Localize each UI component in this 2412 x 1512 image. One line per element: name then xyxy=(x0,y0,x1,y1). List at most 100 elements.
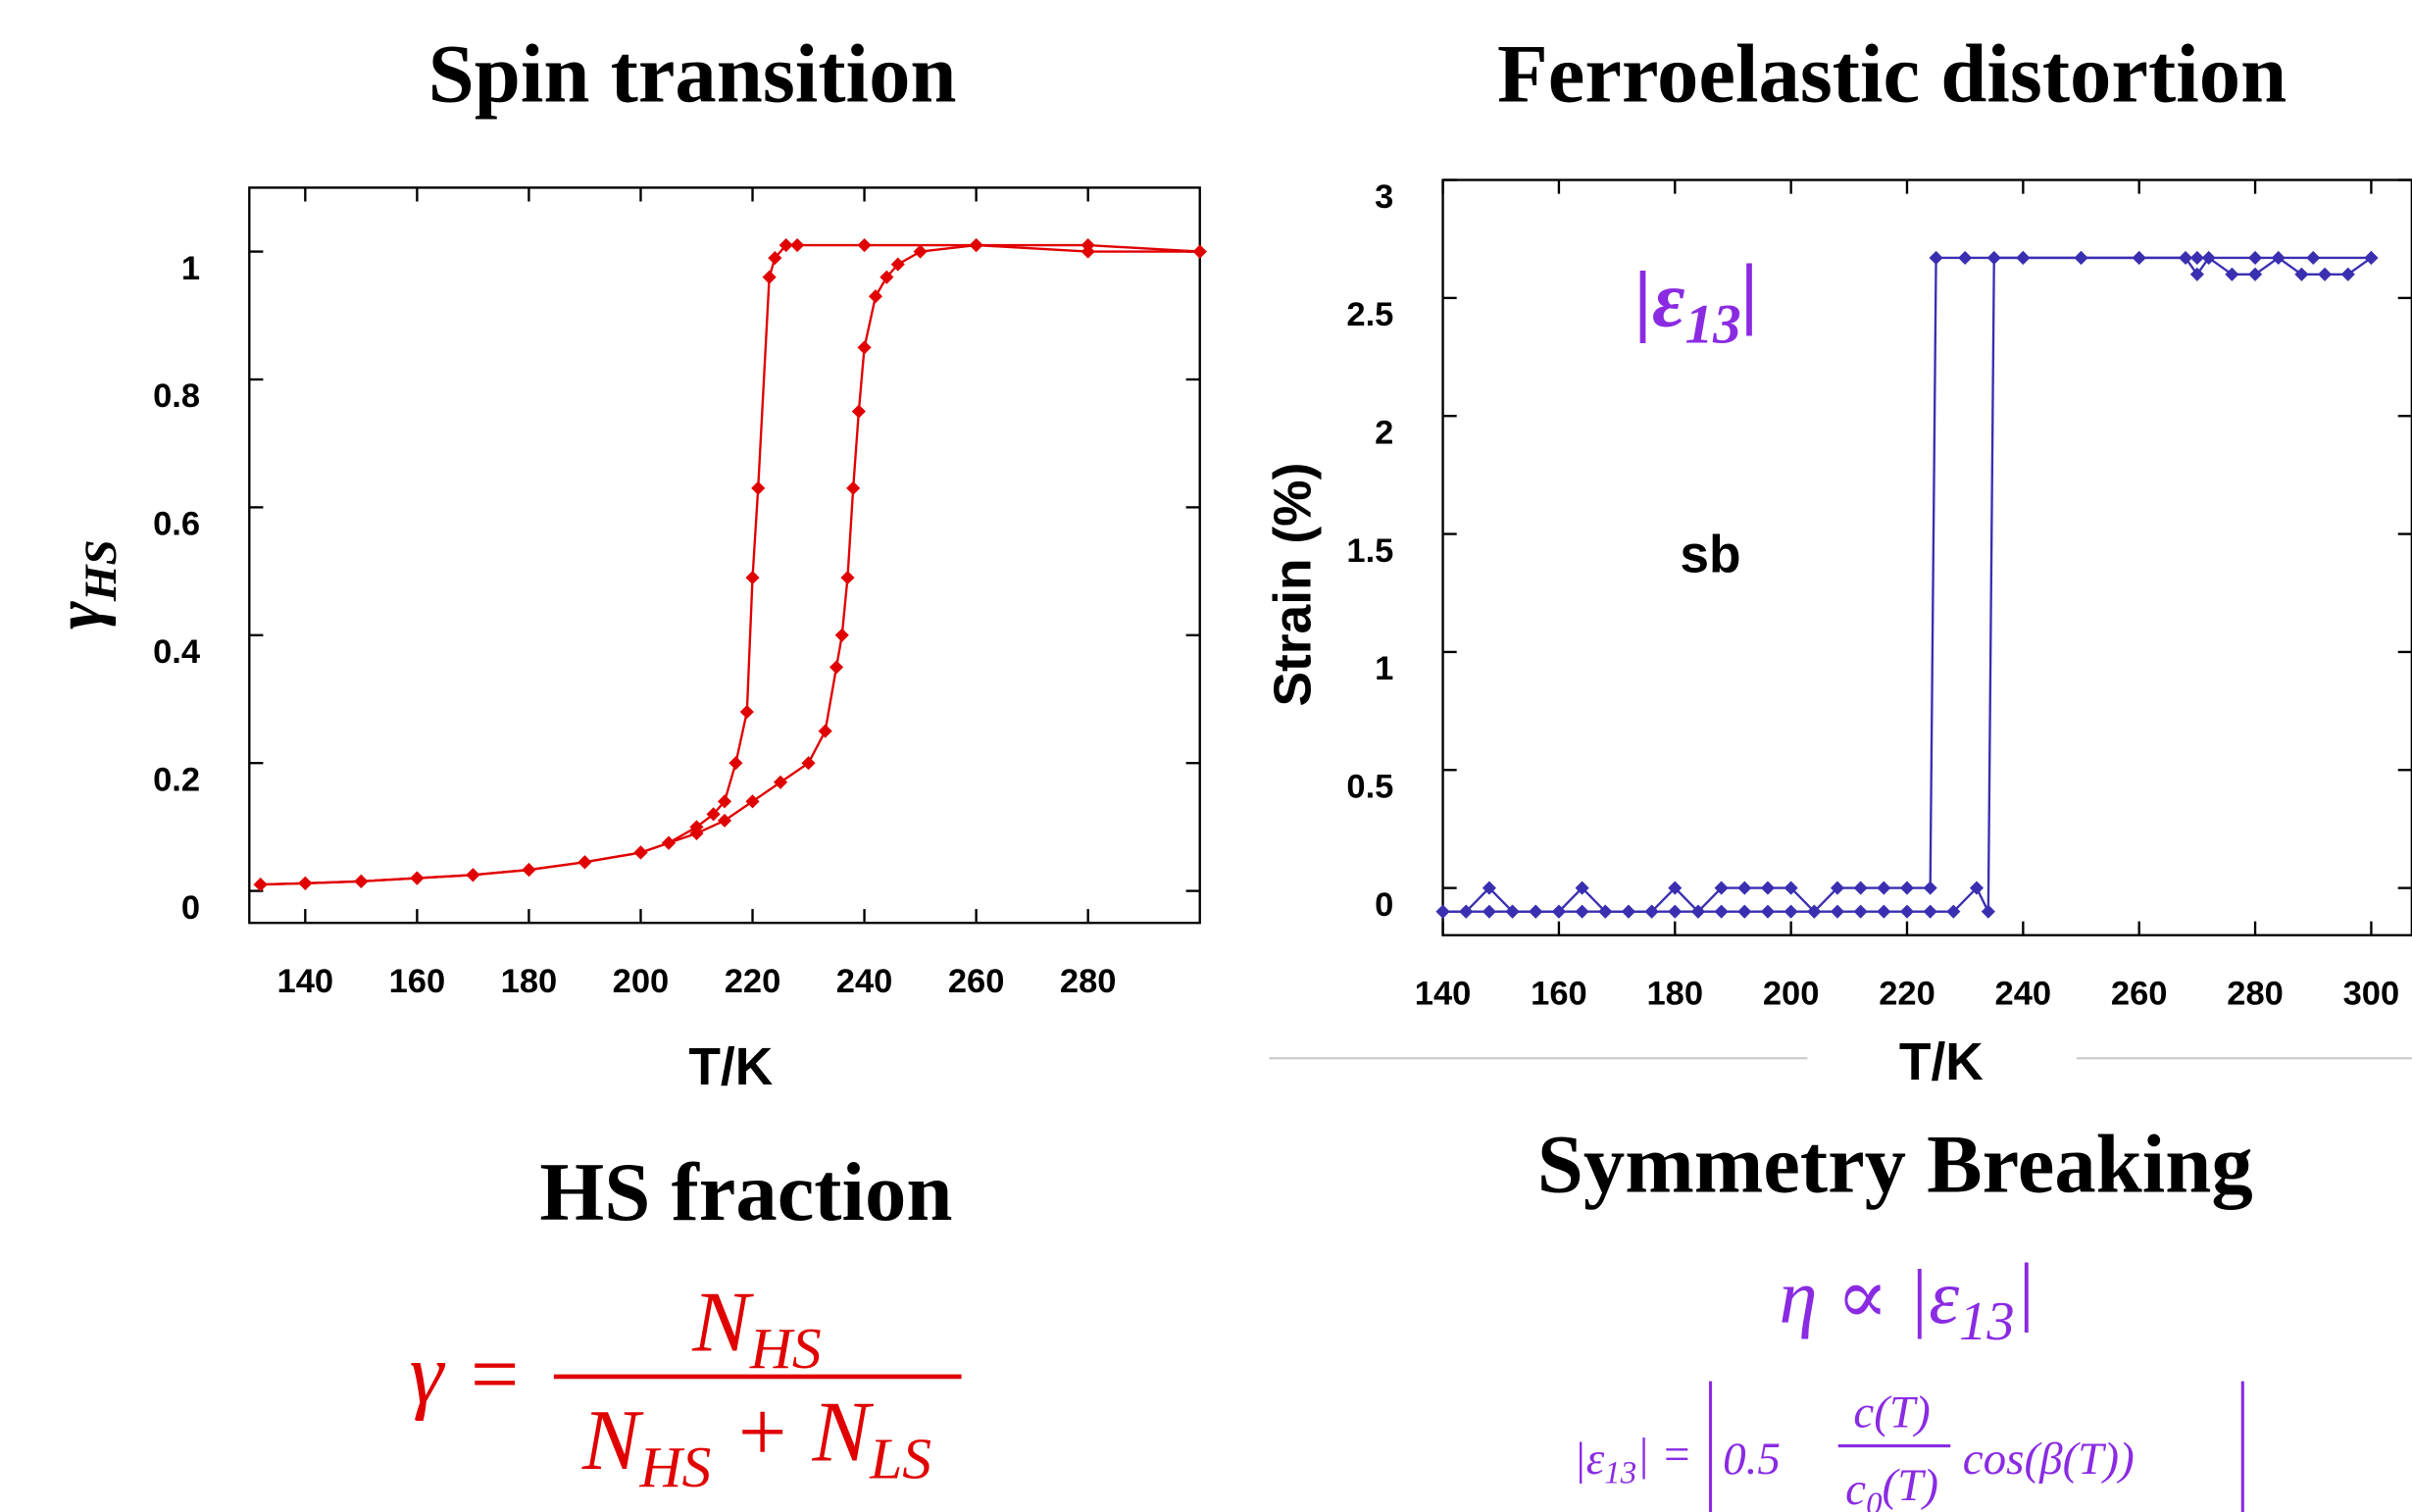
marker xyxy=(1080,244,1095,259)
x-tick-label: 140 xyxy=(277,963,334,1000)
marker xyxy=(1986,250,2001,266)
annotation-part: 13 xyxy=(1685,294,1741,356)
formula-text: c0(T) xyxy=(1845,1460,1938,1512)
marker xyxy=(1981,904,1995,919)
marker xyxy=(790,238,805,253)
marker xyxy=(1435,904,1450,919)
formula-text: 0.5 xyxy=(1723,1434,1781,1485)
formula-text-part: + N xyxy=(711,1386,874,1481)
x-tick-label: 280 xyxy=(2227,975,2284,1012)
y-tick-label: 3 xyxy=(1375,178,1393,216)
marker xyxy=(739,704,754,720)
y-tick-label: 0 xyxy=(1375,886,1393,924)
marker xyxy=(1807,904,1822,919)
formula-text-part: γ = xyxy=(410,1328,524,1423)
x-tick-label: 200 xyxy=(1763,975,1820,1012)
formula-text: cos(β(T)) xyxy=(1963,1434,2135,1485)
marker xyxy=(773,775,788,789)
marker xyxy=(2178,250,2193,266)
marker xyxy=(410,871,425,885)
marker xyxy=(1714,881,1729,895)
y-axis-label: γHS xyxy=(41,539,126,629)
marker xyxy=(890,257,905,272)
annotation-part: | xyxy=(1741,247,1759,336)
marker xyxy=(1668,904,1683,919)
x-tick-label: 220 xyxy=(725,963,781,1000)
marker xyxy=(2364,250,2379,266)
marker xyxy=(1737,904,1752,919)
caption-title: Symmetry Breaking xyxy=(1537,1120,2253,1211)
x-tick-label: 280 xyxy=(1060,963,1117,1000)
marker xyxy=(1621,904,1636,919)
caption-title: HS fraction xyxy=(539,1147,952,1238)
y-tick-label: 0 xyxy=(181,889,200,927)
marker xyxy=(578,855,592,870)
marker xyxy=(1899,904,1915,919)
marker xyxy=(801,756,816,771)
formula-text-part: η ∝ |ε xyxy=(1779,1254,1959,1339)
x-tick-label: 180 xyxy=(501,963,558,1000)
x-tick-label: 300 xyxy=(2343,975,2400,1012)
marker xyxy=(2189,267,2204,281)
marker xyxy=(1668,881,1683,895)
formula-text-part: | = xyxy=(1636,1430,1691,1481)
y-tick-label: 2 xyxy=(1375,414,1393,451)
x-tick-label: 260 xyxy=(2111,975,2168,1012)
marker xyxy=(354,874,369,888)
x-tick-label: 240 xyxy=(1995,975,2052,1012)
formula-text-part: N xyxy=(581,1393,644,1488)
marker xyxy=(913,244,928,259)
marker xyxy=(466,868,480,882)
series-line xyxy=(1442,256,2373,913)
marker xyxy=(253,878,268,892)
formula-text-part: cos(β(T)) xyxy=(1963,1434,2135,1485)
y-tick-label: 0.4 xyxy=(153,633,200,671)
x-tick-label: 220 xyxy=(1879,975,1935,1012)
x-tick-label: 160 xyxy=(389,963,446,1000)
formula-text-part: (T) xyxy=(1883,1460,1938,1511)
marker xyxy=(1958,250,1973,266)
annotation-part: sb xyxy=(1680,527,1740,584)
formula-text: γ = xyxy=(410,1328,524,1423)
marker xyxy=(846,480,861,495)
y-tick-label: 2.5 xyxy=(1346,296,1393,333)
formula-text-part: HS xyxy=(749,1316,822,1381)
marker xyxy=(1760,881,1776,895)
plot-frame xyxy=(248,186,1201,925)
marker xyxy=(633,845,648,860)
marker xyxy=(2225,267,2239,281)
x-axis-label: T/K xyxy=(688,1038,773,1096)
marker xyxy=(1853,904,1868,919)
x-tick-label: 240 xyxy=(836,963,893,1000)
annotation: sb xyxy=(1680,527,1740,584)
formula-text-part: 0.5 xyxy=(1723,1434,1781,1485)
marker xyxy=(1946,904,1961,919)
marker xyxy=(1877,904,1891,919)
marker xyxy=(1459,904,1474,919)
x-tick-label: 260 xyxy=(948,963,1005,1000)
marker xyxy=(745,571,760,585)
y-tick-label: 0.5 xyxy=(1346,769,1393,806)
formula-text: c(T) xyxy=(1853,1387,1930,1438)
plot-frame xyxy=(1441,178,2412,936)
marker xyxy=(857,340,872,355)
marker xyxy=(879,270,894,284)
marker xyxy=(1969,881,1985,895)
marker xyxy=(2189,250,2204,266)
marker xyxy=(829,660,844,675)
formula-text-part: | xyxy=(2015,1247,2036,1333)
formula-text: |ε13| = xyxy=(1574,1430,1692,1491)
marker xyxy=(1853,881,1868,895)
y-axis-label-part: HS xyxy=(75,539,126,602)
marker xyxy=(729,756,743,771)
annotation: |ε13| xyxy=(1634,247,1758,355)
marker xyxy=(2318,267,2333,281)
formula-text-part: 0 xyxy=(1866,1487,1883,1512)
x-axis-label: T/K xyxy=(1899,1033,1984,1091)
marker xyxy=(1644,904,1659,919)
marker xyxy=(1737,881,1752,895)
series-line xyxy=(1442,256,2372,914)
marker xyxy=(1505,904,1520,919)
